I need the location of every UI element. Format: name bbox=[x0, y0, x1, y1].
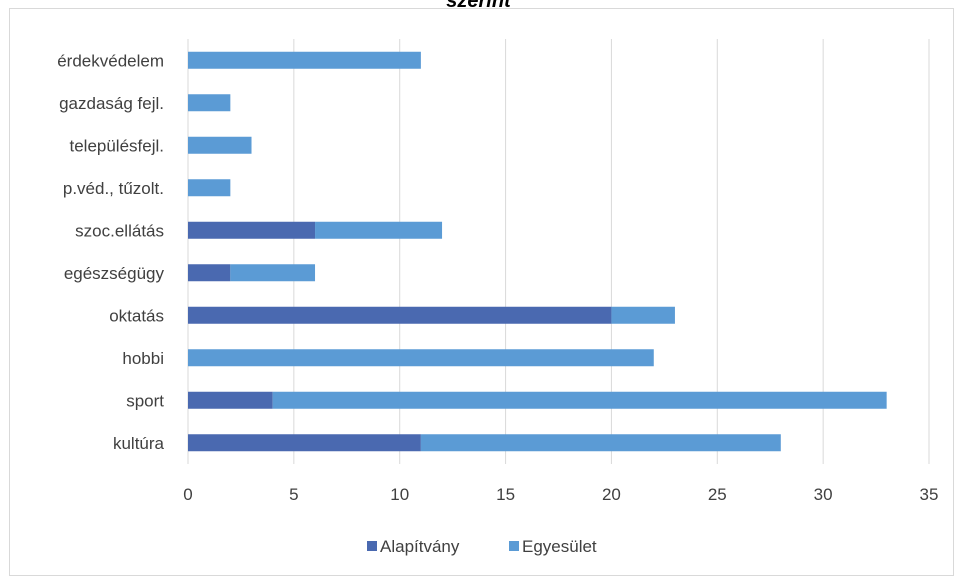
x-tick-label: 5 bbox=[289, 485, 298, 504]
legend-swatch bbox=[367, 541, 377, 551]
bar-egyesulet bbox=[188, 179, 231, 197]
x-tick-label: 20 bbox=[602, 485, 621, 504]
bar-egyesulet bbox=[420, 434, 781, 452]
bar-alapitvany bbox=[188, 434, 421, 452]
category-label: településfejl. bbox=[69, 136, 164, 155]
category-label: érdekvédelem bbox=[57, 51, 164, 70]
bar-alapitvany bbox=[188, 221, 316, 239]
category-label: oktatás bbox=[109, 306, 164, 325]
bar-egyesulet bbox=[230, 264, 316, 282]
category-label: egészségügy bbox=[64, 264, 165, 283]
x-tick-label: 30 bbox=[814, 485, 833, 504]
category-label: szoc.ellátás bbox=[75, 221, 164, 240]
x-tick-labels: 0 5 10 15 20 25 30 35 bbox=[183, 485, 938, 504]
category-labels: kultúra sport hobbi oktatás egészségügy szoc.… bbox=[57, 51, 164, 453]
bar-alapitvany bbox=[188, 306, 612, 324]
bar-alapitvany bbox=[188, 264, 231, 282]
bar-alapitvany bbox=[188, 391, 273, 409]
category-label: p.véd., tűzolt. bbox=[63, 179, 164, 198]
bar-egyesulet bbox=[188, 136, 252, 154]
x-tick-label: 25 bbox=[708, 485, 727, 504]
x-tick-label: 35 bbox=[920, 485, 939, 504]
category-label: gazdaság fejl. bbox=[59, 94, 164, 113]
bar-egyesulet bbox=[272, 391, 887, 409]
legend-label: Egyesület bbox=[522, 537, 597, 556]
x-tick-label: 0 bbox=[183, 485, 192, 504]
x-tick-label: 15 bbox=[496, 485, 515, 504]
legend-swatch bbox=[509, 541, 519, 551]
bar-egyesulet bbox=[188, 349, 654, 367]
bar-egyesulet bbox=[188, 51, 421, 69]
category-label: kultúra bbox=[113, 434, 165, 453]
legend-label: Alapítvány bbox=[380, 537, 460, 556]
bar-egyesulet bbox=[611, 306, 675, 324]
x-tick-label: 10 bbox=[390, 485, 409, 504]
chart-frame bbox=[9, 8, 954, 576]
bar-egyesulet bbox=[188, 94, 231, 112]
bars bbox=[188, 51, 887, 452]
bar-egyesulet bbox=[315, 221, 443, 239]
category-label: hobbi bbox=[122, 349, 164, 368]
chart-title: szerint bbox=[446, 0, 511, 12]
legend: Alapítvány Egyesület bbox=[367, 537, 597, 556]
category-label: sport bbox=[126, 391, 164, 410]
